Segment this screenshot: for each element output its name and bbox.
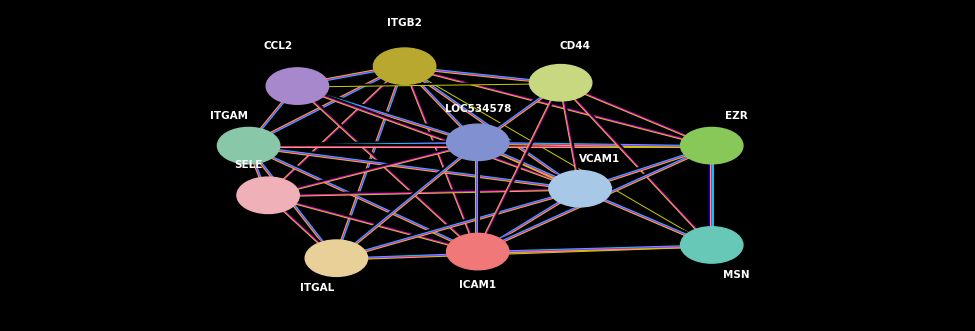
Text: MSN: MSN	[722, 270, 750, 280]
Text: EZR: EZR	[724, 111, 748, 121]
Text: ITGAM: ITGAM	[211, 111, 248, 121]
Ellipse shape	[373, 48, 436, 84]
Text: LOC534578: LOC534578	[445, 104, 511, 114]
Text: VCAM1: VCAM1	[579, 154, 620, 164]
Ellipse shape	[681, 127, 743, 164]
Text: ITGB2: ITGB2	[387, 18, 422, 28]
Text: SELE: SELE	[234, 161, 263, 170]
Ellipse shape	[266, 68, 329, 104]
Ellipse shape	[681, 227, 743, 263]
Ellipse shape	[447, 233, 509, 270]
Ellipse shape	[447, 124, 509, 161]
Text: ITGAL: ITGAL	[299, 283, 334, 293]
Ellipse shape	[217, 127, 280, 164]
Text: ICAM1: ICAM1	[459, 280, 496, 290]
Ellipse shape	[305, 240, 368, 276]
Text: CD44: CD44	[560, 41, 591, 51]
Text: CCL2: CCL2	[263, 41, 292, 51]
Ellipse shape	[529, 65, 592, 101]
Ellipse shape	[549, 170, 611, 207]
Ellipse shape	[237, 177, 299, 213]
